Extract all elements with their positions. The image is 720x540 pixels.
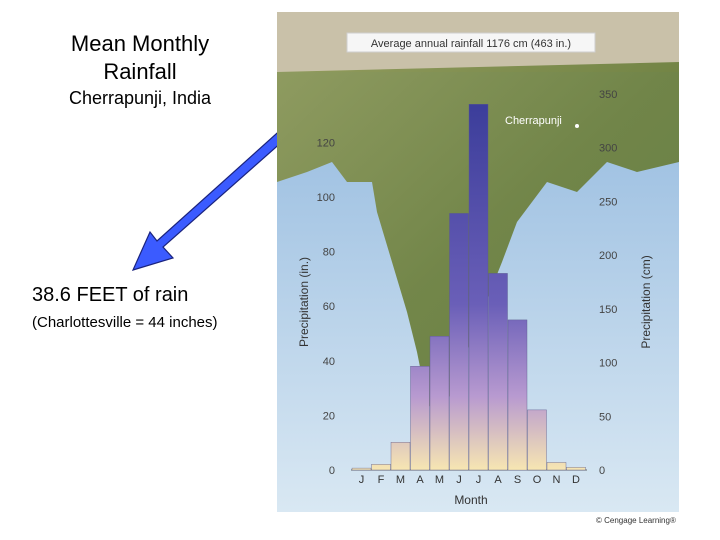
y-tick-label: 80: [323, 247, 335, 259]
y-axis-label-right: Precipitation (cm): [639, 255, 653, 348]
bar-2: [371, 464, 391, 471]
x-axis-label: Month: [454, 493, 487, 507]
comparison-note: (Charlottesville = 44 inches): [32, 314, 218, 331]
bar-4: [410, 366, 430, 471]
y-tick-label-right: 200: [599, 250, 617, 262]
bar-8: [488, 273, 508, 471]
x-tick-label: M: [435, 474, 444, 486]
x-tick-label: S: [514, 474, 521, 486]
bar-6: [449, 213, 469, 471]
x-tick-label: J: [359, 474, 365, 486]
y-tick-label-right: 100: [599, 358, 617, 370]
y-tick-label-right: 0: [599, 465, 605, 477]
bar-9: [507, 319, 528, 471]
slide-subtitle: Cherrapunji, India: [68, 88, 212, 108]
slide-title: Mean Monthly Rainfall: [70, 31, 210, 84]
y-tick-label: 100: [317, 192, 335, 204]
chart-title: Average annual rainfall 1176 cm (463 in.…: [371, 38, 571, 50]
bar-5: [429, 336, 450, 471]
copyright-credit: © Cengage Learning®: [596, 516, 676, 525]
bar-1: [351, 467, 372, 471]
bar-11: [546, 462, 567, 471]
y-tick-label-right: 300: [599, 143, 617, 155]
y-tick-label-right: 350: [599, 89, 617, 101]
y-tick-label-right: 50: [599, 411, 611, 423]
x-tick-label: A: [494, 474, 502, 486]
location-marker: [575, 124, 579, 128]
chart-title-box: [346, 32, 596, 53]
rainfall-fact: 38.6 FEET of rain: [32, 284, 189, 306]
bar-12: [566, 467, 586, 471]
bar-3: [390, 442, 411, 471]
x-tick-label: F: [378, 474, 385, 486]
x-tick-label: M: [396, 474, 405, 486]
y-axis-label: Precipitation (in.): [297, 257, 311, 347]
y-tick-label-right: 150: [599, 304, 617, 316]
x-tick-label: D: [572, 474, 580, 486]
y-tick-label: 40: [323, 356, 335, 368]
x-tick-label: A: [416, 474, 424, 486]
bar-7: [468, 103, 489, 471]
location-label: Cherrapunji: [505, 115, 562, 127]
x-tick-label: N: [553, 474, 561, 486]
y-tick-label: 60: [323, 301, 335, 313]
y-tick-label: 0: [329, 465, 335, 477]
x-tick-label: O: [533, 474, 542, 486]
y-tick-label: 120: [317, 137, 335, 149]
y-tick-label: 20: [323, 410, 335, 422]
bar-10: [527, 409, 547, 471]
y-tick-label-right: 250: [599, 196, 617, 208]
x-tick-label: J: [476, 474, 482, 486]
x-tick-label: J: [456, 474, 462, 486]
rainfall-chart: Average annual rainfall 1176 cm (463 in.…: [277, 12, 679, 512]
